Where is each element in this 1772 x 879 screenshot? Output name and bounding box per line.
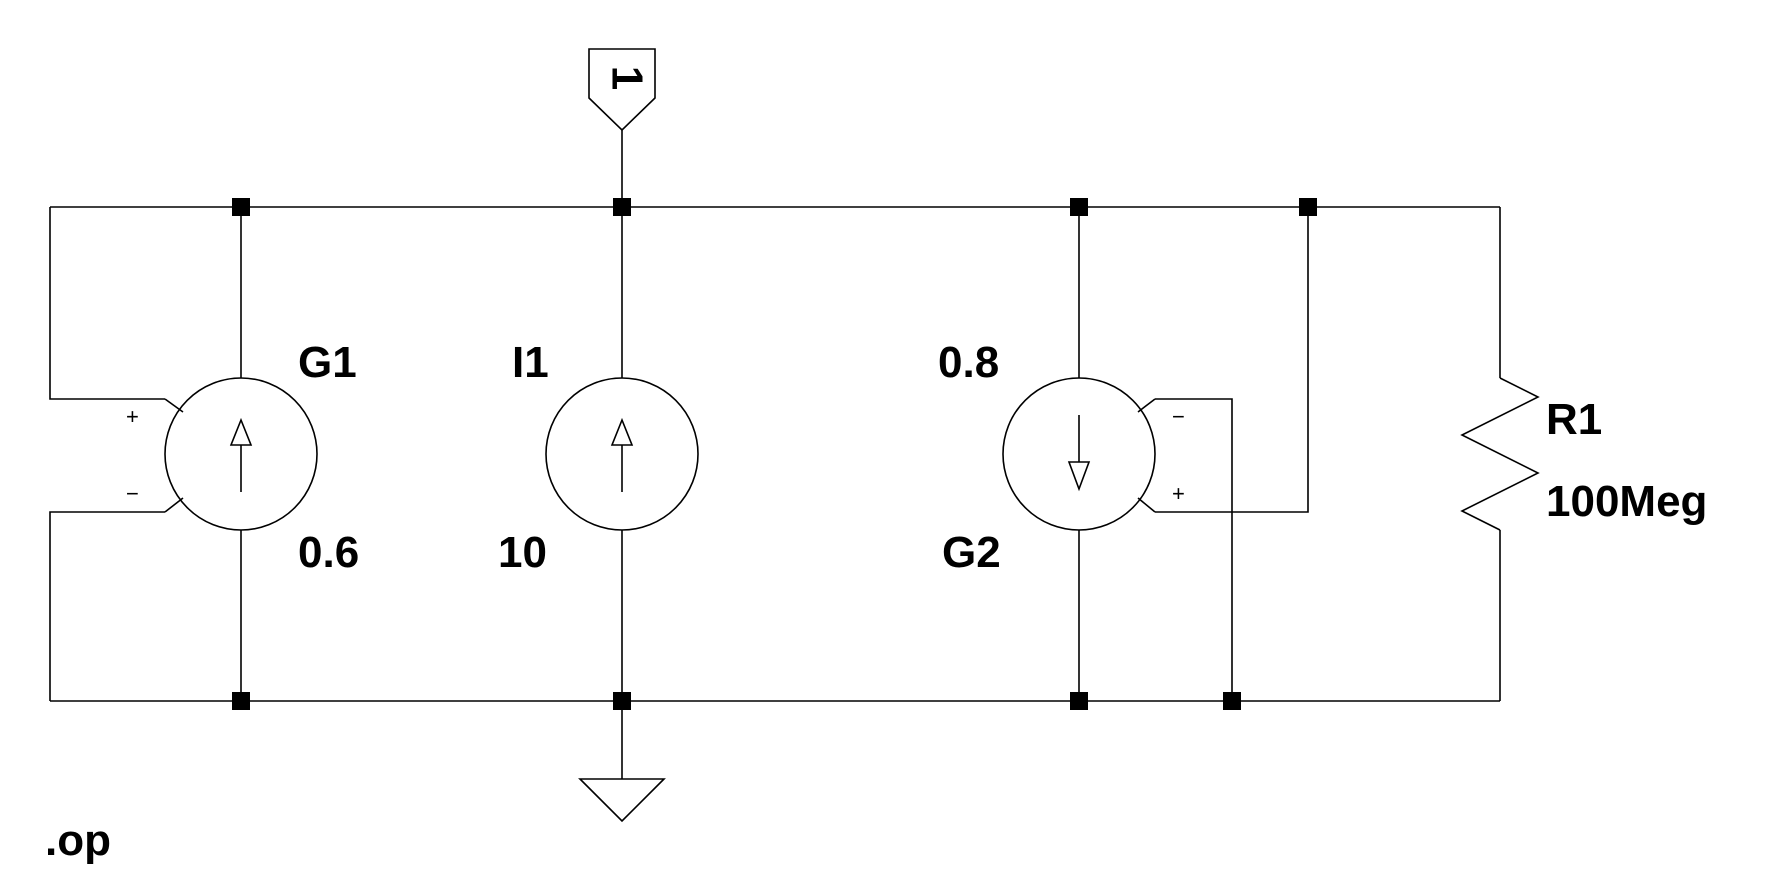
g1-source[interactable]: + − — [126, 377, 318, 531]
junction-dot — [1223, 692, 1241, 710]
netlabel-shape — [588, 48, 656, 132]
junction-dot — [1299, 198, 1317, 216]
g2-arrow-head — [1067, 461, 1091, 492]
g1-plus-sign: + — [126, 404, 139, 429]
junction-dots — [232, 198, 1317, 710]
g2-value-label: 0.8 — [938, 338, 999, 387]
g1-arrow-head — [229, 417, 253, 446]
g1-control-plus-wire — [49, 207, 165, 400]
g2-name-label: G2 — [942, 528, 1001, 577]
i1-arrow-head — [610, 417, 634, 446]
r1-name-label: R1 — [1546, 395, 1602, 444]
junction-dot — [613, 198, 631, 216]
i1-name-label: I1 — [512, 338, 549, 387]
junction-dot — [1070, 692, 1088, 710]
junction-dot — [232, 692, 250, 710]
g1-minus-sign: − — [126, 481, 139, 506]
g2-minus-sign: − — [1172, 404, 1185, 429]
g2-plus-sign: + — [1172, 481, 1185, 506]
g2-circle — [1002, 377, 1156, 531]
g2-control-minus-wire — [1155, 398, 1233, 701]
netlabel-text: 1 — [602, 66, 651, 90]
spice-directive[interactable]: .op — [45, 816, 111, 865]
g2-control-lead-minus — [1137, 398, 1156, 413]
r1-resistor[interactable] — [1460, 377, 1540, 531]
g2-control-plus-wire — [1155, 207, 1309, 513]
r1-value-label: 100Meg — [1546, 477, 1707, 526]
g1-control-minus-wire — [49, 511, 165, 701]
i1-circle — [545, 377, 699, 531]
g1-name-label: G1 — [298, 338, 357, 387]
junction-dot — [232, 198, 250, 216]
g1-control-lead-plus — [164, 398, 184, 413]
i1-source[interactable] — [545, 377, 699, 531]
g1-value-label: 0.6 — [298, 528, 359, 577]
netlabel-flag[interactable]: 1 — [588, 48, 656, 132]
r1-zigzag — [1460, 377, 1540, 531]
i1-value-label: 10 — [498, 528, 547, 577]
g2-control-lead-plus — [1137, 497, 1156, 513]
g1-circle — [164, 377, 318, 531]
ground-icon[interactable] — [578, 778, 666, 823]
g2-source[interactable]: − + — [1002, 377, 1185, 531]
junction-dot — [1070, 198, 1088, 216]
g1-control-lead-minus — [164, 497, 184, 513]
junction-dot — [613, 692, 631, 710]
